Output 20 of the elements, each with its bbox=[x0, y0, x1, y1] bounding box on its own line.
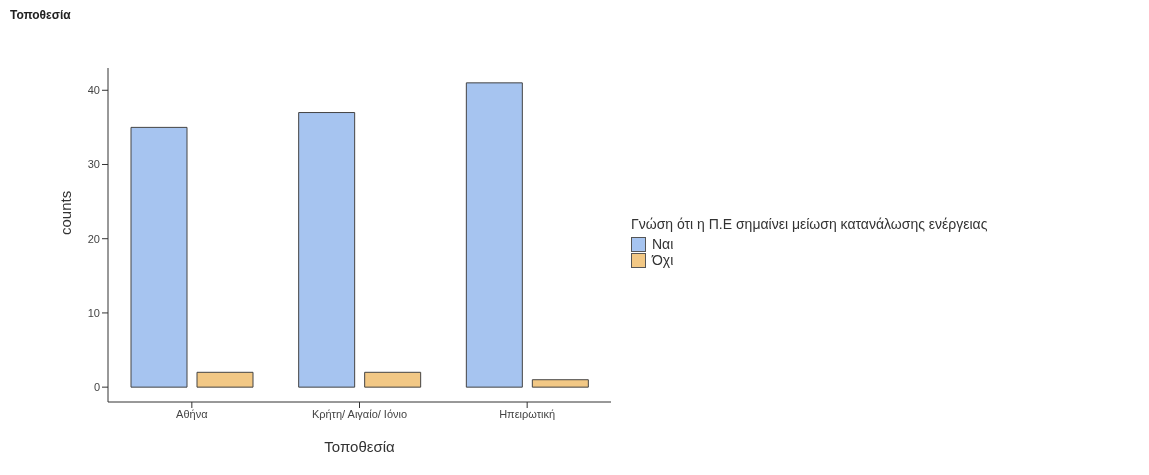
bar bbox=[364, 371, 422, 388]
y-tick-label: 0 bbox=[93, 381, 100, 394]
x-tick-label: Κρήτη/ Αιγαίο/ Ιόνιο bbox=[311, 407, 408, 420]
bar bbox=[298, 112, 356, 388]
y-tick-label: 10 bbox=[87, 306, 100, 319]
y-tick-label: 20 bbox=[87, 232, 100, 245]
x-tick-label: Ηπειρωτική bbox=[499, 407, 556, 420]
bar bbox=[465, 82, 523, 388]
legend-label: Όχι bbox=[650, 252, 675, 268]
x-tick-label: Αθήνα bbox=[176, 407, 209, 420]
x-axis-title: Τοποθεσία bbox=[324, 438, 396, 455]
y-axis-title: counts bbox=[57, 190, 75, 235]
chart-title: Τοποθεσία bbox=[10, 8, 72, 22]
bar bbox=[531, 379, 589, 388]
legend-title: Γνώση ότι η Π.Ε σημαίνει μείωση κατανάλωσης ενέργειας bbox=[631, 216, 989, 232]
bar bbox=[196, 371, 254, 388]
y-tick-label: 30 bbox=[87, 158, 100, 171]
bar bbox=[130, 126, 188, 388]
legend-label: Ναι bbox=[651, 236, 675, 252]
y-tick-label: 40 bbox=[87, 84, 100, 97]
